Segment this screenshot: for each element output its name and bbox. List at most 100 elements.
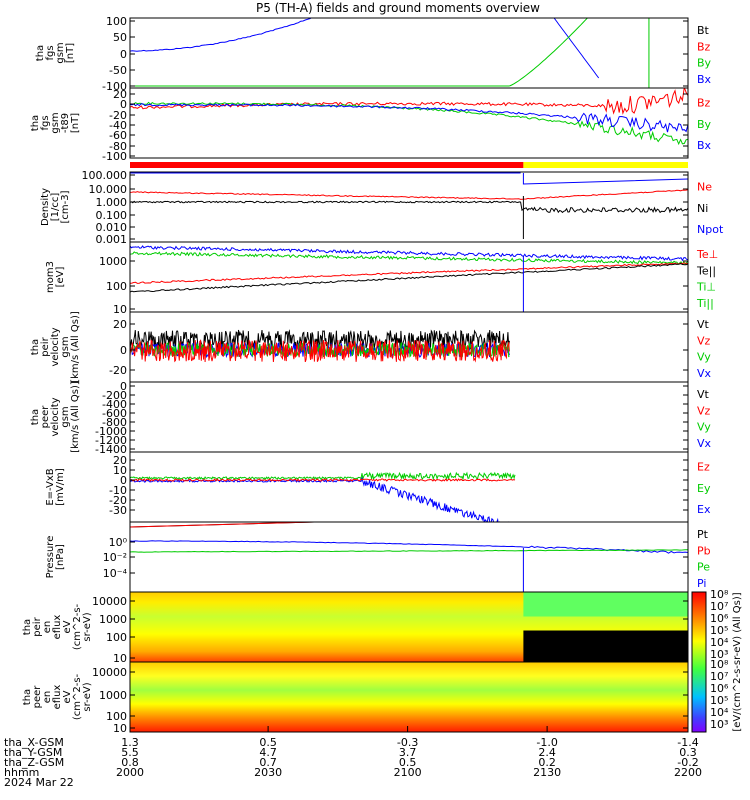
legend-Te||: Te||	[696, 264, 716, 277]
xaxis-value: 0.7	[259, 756, 277, 769]
panel-peer-spec-data	[130, 662, 688, 732]
legend-Te⊥: Te⊥	[696, 248, 718, 261]
ylabel-line: en	[42, 621, 53, 634]
colorbar2-tick: 10⁸	[710, 658, 729, 671]
xaxis-value: -1.4	[677, 736, 698, 749]
ylabel-line: (cm^2-s-	[72, 603, 83, 650]
ytick-label: 0	[120, 48, 127, 61]
ylabel-line: [km/s (All Qs)]	[70, 381, 81, 453]
xaxis-row-label: tha_Z-GSM	[4, 756, 64, 769]
ytick-label: -1400	[95, 443, 127, 456]
legend-Vz: Vz	[697, 334, 711, 347]
plot-title: P5 (TH-A) fields and ground moments over…	[256, 1, 540, 15]
ytick-label: 0.010	[96, 221, 128, 234]
ytick-label: 0	[120, 344, 127, 357]
series-npot-2	[522, 173, 688, 185]
ylabel-line: gsm	[60, 336, 71, 357]
panel-fgs-gsm-t89: 200-20-40-60-80-100 tha fgs gsm -t89 [nT] Bz By…	[30, 87, 712, 163]
panel-peer-velocity-frame	[129, 381, 689, 453]
xaxis-value: 0.3	[679, 746, 697, 759]
xaxis-value: 4.7	[259, 746, 277, 759]
ytick-label: 20	[113, 88, 127, 101]
panel-fgs-gsm-t89-frame	[129, 87, 689, 159]
ytick-label: 1000	[99, 613, 127, 626]
ylabel-line: fgs	[45, 45, 56, 60]
ylabel-line: fgs	[40, 115, 51, 130]
ylabel-line: peir	[32, 616, 43, 636]
ytick-label: -40	[109, 119, 127, 132]
ytick-label: -10	[109, 484, 127, 497]
ylabel-line: eflux	[52, 615, 63, 640]
ytick-label: 20	[113, 454, 127, 467]
legend-Bz: Bz	[697, 40, 711, 53]
legend-By: By	[697, 57, 712, 70]
legend-Vy: Vy	[697, 351, 711, 364]
ytick-label: 100	[106, 631, 127, 644]
ytick-label: -80	[109, 140, 127, 153]
xaxis-value: -0.2	[677, 756, 698, 769]
ylabel-line: (cm^2-s-	[72, 673, 83, 720]
series-ez	[130, 478, 516, 482]
ylabel-line: [nPa]	[55, 544, 66, 570]
xaxis-value: 2100	[394, 766, 422, 779]
series-bz	[130, 88, 688, 115]
panel-peir-spec-data	[130, 592, 688, 662]
colorbar-tick: 10³	[710, 648, 728, 661]
panel-temperature-data	[130, 245, 688, 312]
ytick-label: 0	[120, 474, 127, 487]
ytick-label: -400	[102, 398, 127, 411]
mode-bar-yellow	[523, 162, 688, 168]
x-axis-labels: tha_X-GSM 1.3 0.5 -0.3 -1.0 -1.4 tha_Y-GSM 5.5 4…	[4, 726, 702, 789]
series-by	[130, 101, 688, 146]
ytick-label: 50	[113, 31, 127, 44]
ylabel-line: sr-eV)	[82, 682, 93, 711]
ylabel-line: [1/cc]	[50, 193, 61, 222]
ytick-label: 100	[106, 280, 127, 293]
colorbar-tick: 10⁷	[710, 600, 728, 613]
ylabel-line: tha	[22, 689, 33, 705]
ytick-label: 10⁰	[109, 536, 128, 549]
colorbar2-tick: 10⁷	[710, 670, 728, 683]
panel-efield-data	[130, 471, 516, 522]
panel-peer-spec-frame	[129, 661, 689, 733]
ytick-label: -50	[109, 64, 127, 77]
legend-Pi: Pi	[697, 577, 706, 590]
ytick-label: -600	[102, 407, 127, 420]
panel-density-data	[130, 172, 688, 239]
ytick-label: 10000	[92, 666, 127, 679]
xaxis-value: 0.2	[538, 756, 556, 769]
xaxis-value: 3.7	[399, 746, 417, 759]
colorbar-label: [eV/(cm^2-s-sr-eV) (All Qs)]	[732, 592, 743, 731]
xaxis-value: 0.8	[121, 756, 139, 769]
ytick-label: -100	[102, 150, 127, 163]
ylabel-line: [nT]	[65, 43, 76, 63]
legend-Bt: Bt	[697, 24, 710, 37]
ytick-label: 0	[120, 380, 127, 393]
ytick-label: 10	[113, 652, 127, 665]
colorbar2-tick: 10³	[710, 718, 728, 731]
xaxis-value: 0.5	[399, 756, 417, 769]
ylabel-line: [cm-3]	[60, 190, 71, 223]
series-ti-perp	[130, 251, 688, 266]
ytick-label: 0.100	[96, 209, 128, 222]
panel-peir-spec: 10000 1000 100 10 tha peir en eflux eV (cm^2-s-sr…	[22, 591, 689, 665]
panel-peir-velocity-data	[130, 329, 510, 363]
ytick-label: -60	[109, 129, 127, 142]
legend-Pt: Pt	[697, 528, 709, 541]
ylabel-line: tha	[22, 619, 33, 635]
colorbar2-tick: 10⁶	[710, 682, 729, 695]
ylabel-line: [nT]	[70, 113, 81, 133]
legend-Vx: Vx	[697, 367, 712, 380]
colorbar2-tick: 10⁴	[710, 706, 729, 719]
ytick-label: 1.000	[96, 196, 128, 209]
legend-Vz: Vz	[697, 404, 711, 417]
xaxis-value: -0.3	[397, 736, 418, 749]
xaxis-value: 2200	[674, 766, 702, 779]
ylabel-line: eV	[62, 690, 73, 703]
ylabel-line: tha	[35, 45, 46, 61]
mode-bar-red	[130, 162, 524, 168]
ytick-label: -20	[109, 364, 127, 377]
ytick-label: 10⁻²	[103, 551, 127, 564]
ytick-label: -30	[109, 504, 127, 517]
series-ti-par	[130, 263, 688, 293]
